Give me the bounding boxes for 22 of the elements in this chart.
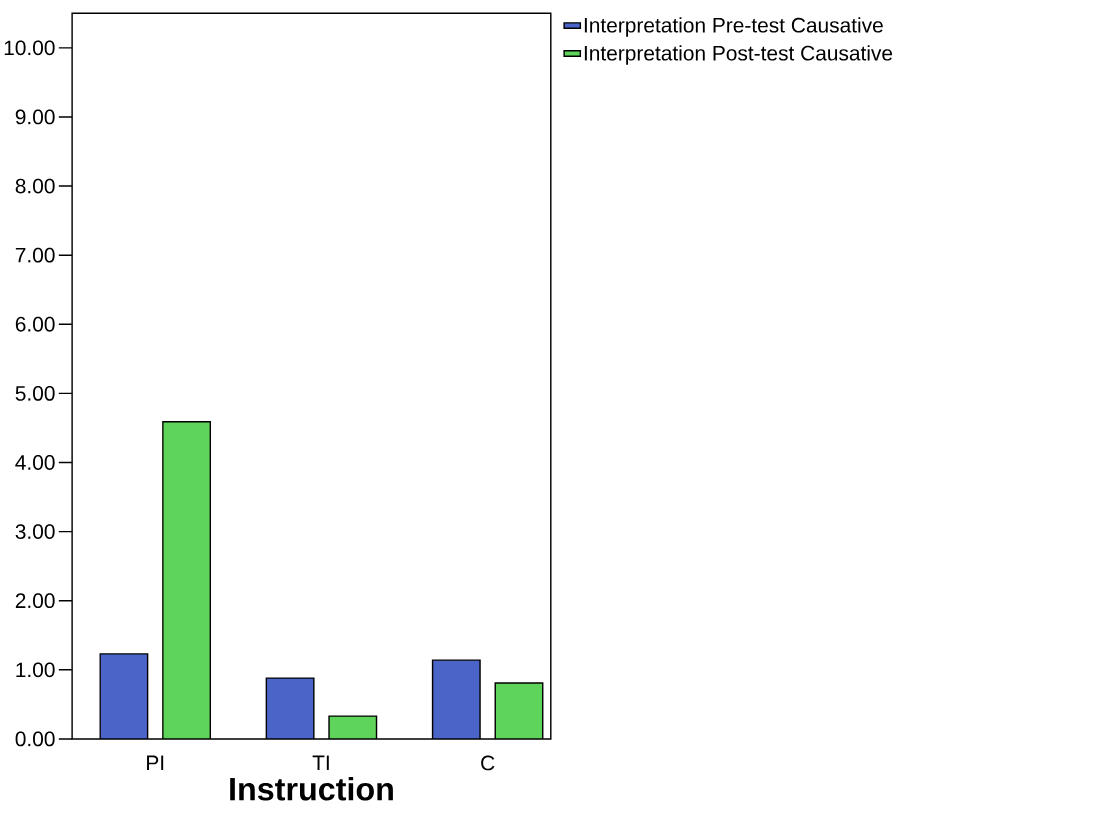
y-tick-label: 4.00 xyxy=(15,455,55,471)
legend-label: Interpretation Pre-test Causative xyxy=(584,17,883,37)
y-tick-label: 10.00 xyxy=(4,40,55,56)
y-tick-label: 9.00 xyxy=(15,109,55,125)
bar xyxy=(431,659,481,740)
y-tick-label: 0.00 xyxy=(15,731,55,747)
y-tick-label: 1.00 xyxy=(16,662,55,678)
y-tick-label: 3.00 xyxy=(15,524,55,540)
y-tick-label: 8.00 xyxy=(15,178,55,194)
y-tick-label: 5.00 xyxy=(15,386,55,401)
x-tick-label: C xyxy=(481,755,495,771)
bar xyxy=(494,682,544,740)
y-tick-label: 2.00 xyxy=(15,593,55,609)
x-axis-title: Instruction xyxy=(230,777,393,801)
x-tick-label: PI xyxy=(147,755,164,771)
legend-label: Interpretation Post-test Causative xyxy=(584,45,893,65)
y-tick-label: 7.00 xyxy=(15,247,55,263)
bar xyxy=(162,421,212,740)
y-tick-label: 6.00 xyxy=(15,317,55,332)
x-tick-label: TI xyxy=(312,755,329,771)
bar xyxy=(99,653,149,740)
bar xyxy=(265,677,315,740)
